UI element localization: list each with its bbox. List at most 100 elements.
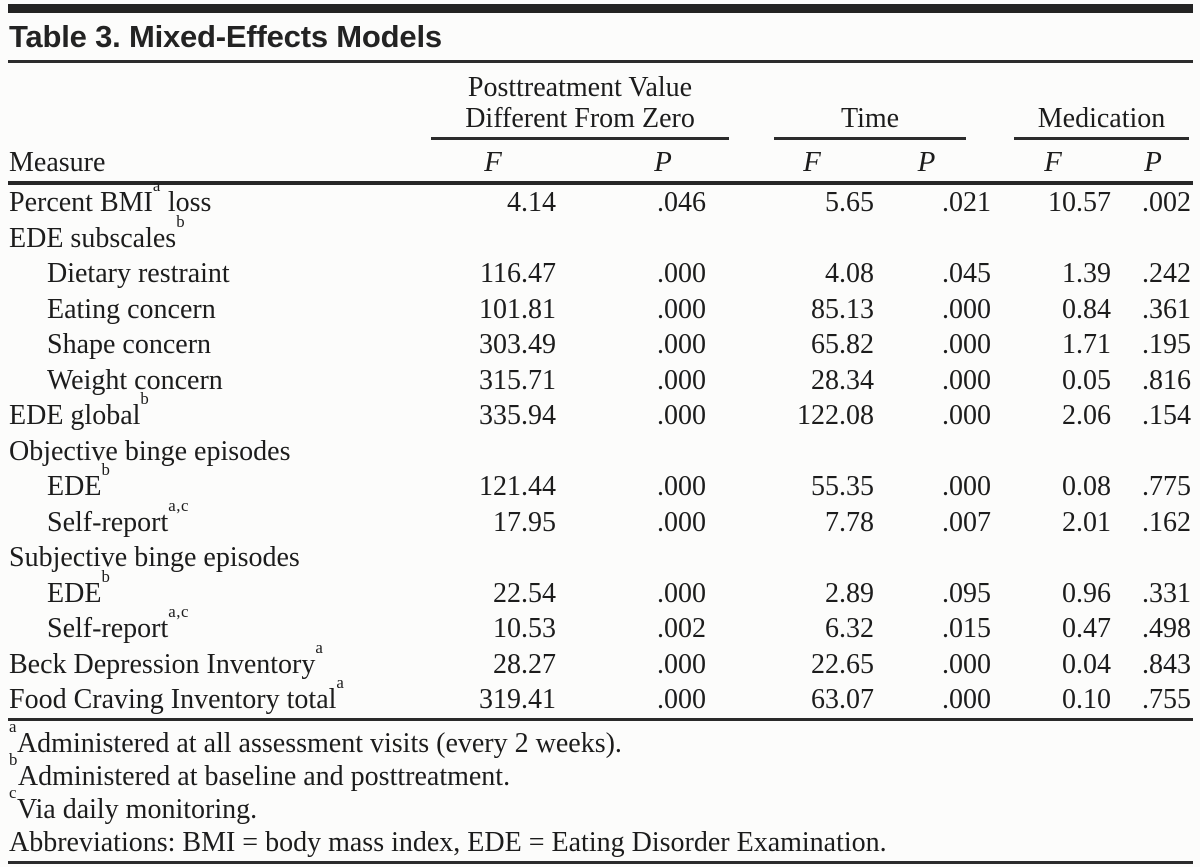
value-cell: 0.84 (1062, 293, 1112, 325)
table-row: Shape concern 303.49 .000 65.82 .000 1.71 .195 (8, 327, 1193, 363)
value-cell: 0.47 (1062, 613, 1112, 644)
footnote-marker: b (101, 460, 111, 480)
value-cell: 5.65 (825, 187, 875, 218)
value-cell: .015 (942, 613, 992, 644)
measure-cell: Beck Depression Inventorya (8, 639, 428, 683)
value-cell: 4.14 (507, 187, 556, 218)
measure-label: Beck Depression Inventory (9, 648, 316, 680)
value-cell: 22.54 (493, 577, 556, 609)
measure-cell: Weight concern (8, 363, 428, 399)
table-row: Self-reporta,c 17.95 .000 7.78 .007 2.01 .162 (8, 497, 1193, 541)
value-cell: .816 (1142, 364, 1192, 396)
value-cell: 2.06 (1062, 400, 1112, 431)
measure-label: EDE (47, 577, 102, 609)
value-cell: .242 (1142, 258, 1192, 289)
value-cell: 2.89 (825, 577, 875, 609)
value-cell (1113, 221, 1193, 257)
value-cell: 315.71 (479, 364, 556, 396)
value-cell: .775 (1142, 471, 1192, 502)
footnote-line: cVia daily monitoring. (9, 784, 1193, 826)
table-row: Beck Depression Inventorya 28.27 .000 22.65… (8, 639, 1193, 683)
measure-cell: Dietary restraint (8, 256, 428, 292)
table-row: EDE subscalesb (8, 213, 1193, 257)
value-cell: .843 (1142, 648, 1192, 680)
measure-cell: Objective binge episodes (8, 434, 428, 470)
value-cell: 22.65 (811, 648, 875, 680)
table-top-bar (8, 4, 1193, 13)
group-header-posttreatment: Posttreatment Value Different From Zero (428, 63, 730, 141)
value-cell: .045 (942, 258, 992, 289)
value-cell: 10.53 (493, 613, 556, 644)
value-cell: .000 (657, 648, 707, 680)
value-cell: .154 (1142, 400, 1192, 431)
measure-cell: EDEb (8, 568, 428, 612)
footnote-marker: b (9, 749, 18, 769)
subheader-p-time: P (917, 146, 936, 178)
measure-label: Percent BMI (9, 187, 153, 218)
measure-label: Self-report (47, 613, 169, 644)
value-cell: .000 (657, 258, 707, 289)
measure-label: Dietary restraint (47, 258, 230, 289)
value-cell (708, 540, 876, 576)
footnote-marker: b (176, 211, 186, 231)
measure-label: Shape concern (47, 329, 212, 360)
value-cell: .007 (942, 506, 992, 538)
table-title: Table 3. Mixed-Effects Models (8, 13, 1193, 63)
value-cell: .046 (657, 187, 707, 218)
measure-cell: EDEb (8, 462, 428, 505)
value-cell: 28.34 (811, 364, 875, 396)
table-row: EDEb 22.54 .000 2.89 .095 0.96 .331 (8, 568, 1193, 612)
measure-label: Food Craving Inventory total (9, 684, 337, 715)
table-row: Food Craving Inventory totala 319.41 .000 6… (8, 675, 1193, 719)
group-label-posttreatment-line2: Different From Zero (465, 103, 695, 134)
measure-label: Eating concern (47, 293, 216, 325)
footnote-marker: a,c (168, 495, 189, 515)
spanner-rule-posttreatment (431, 137, 730, 140)
value-cell: 0.96 (1062, 577, 1112, 609)
measure-cell: Food Craving Inventory totala (8, 675, 428, 719)
value-cell (558, 434, 708, 470)
spanner-rule-time (774, 137, 967, 140)
table-row: EDEb 121.44 .000 55.35 .000 0.08 .775 (8, 462, 1193, 505)
measure-cell: EDE globalb (8, 391, 428, 434)
group-label-time: Time (840, 103, 900, 134)
value-cell: .002 (1142, 187, 1192, 218)
table-header: Measure Posttreatment Value Different Fr… (8, 63, 1194, 183)
value-cell: .000 (942, 471, 992, 502)
mixed-effects-table: Measure Posttreatment Value Different Fr… (8, 63, 1194, 721)
value-cell: 6.32 (825, 613, 875, 644)
subheader-row: F P F P F P (8, 141, 1193, 183)
table-row: Percent BMIa loss 4.14 .046 5.65 .021 10.57 .0… (8, 178, 1193, 221)
value-cell: .000 (942, 329, 992, 360)
table-body: Percent BMIa loss 4.14.046 5.65.021 10.57.0… (8, 178, 1194, 719)
value-cell: .000 (942, 293, 992, 325)
value-cell: .000 (657, 684, 707, 715)
value-cell: 0.05 (1062, 364, 1112, 396)
subheader-p-medication: P (1144, 146, 1162, 178)
bottom-rule (8, 860, 1193, 864)
subheader-p-posttreatment: P (654, 146, 672, 178)
table-row: Dietary restraint 116.47 .000 4.08 .045 1.39.… (8, 256, 1193, 292)
measure-cell: Subjective binge episodes (8, 540, 428, 576)
value-cell: .000 (657, 364, 707, 396)
value-cell: .095 (942, 577, 992, 609)
value-cell: 10.57 (1048, 187, 1112, 218)
measure-cell: Shape concern (8, 327, 428, 363)
value-cell (876, 434, 993, 470)
value-cell (876, 540, 993, 576)
footnote-marker: b (101, 566, 111, 586)
measure-label: EDE (47, 471, 102, 502)
value-cell: 122.08 (797, 400, 875, 431)
footnote-marker: b (140, 389, 150, 409)
subheader-f-medication: F (1044, 146, 1062, 178)
value-cell (708, 221, 876, 257)
measure-cell: Self-reporta,c (8, 497, 428, 541)
value-cell (558, 221, 708, 257)
value-cell: 101.81 (479, 293, 556, 325)
measure-label: Weight concern (47, 364, 223, 396)
measure-label-suffix: loss (160, 187, 212, 218)
value-cell: .000 (657, 293, 707, 325)
value-cell: 116.47 (480, 258, 556, 289)
value-cell: 85.13 (811, 293, 875, 325)
